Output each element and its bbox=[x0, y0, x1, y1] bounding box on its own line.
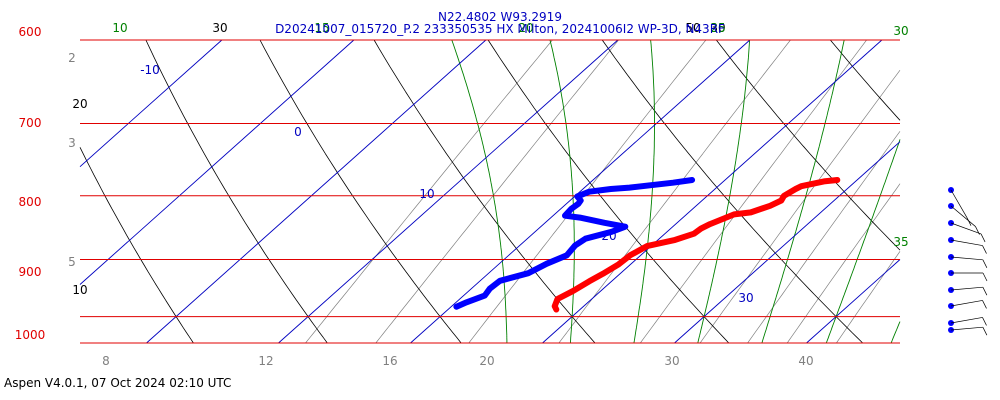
isotherm-line bbox=[146, 39, 487, 344]
sounding-series bbox=[453, 177, 841, 313]
wind-barb-flag bbox=[966, 217, 972, 226]
isotherm-label: 10 bbox=[419, 187, 434, 201]
dry-adiabat-label: 30 bbox=[212, 21, 227, 35]
isotherm-line bbox=[542, 39, 883, 344]
dry-adiabats bbox=[79, 39, 901, 344]
mixing-ratio-label: 30 bbox=[664, 354, 679, 368]
wind-barb-shaft bbox=[950, 286, 983, 291]
moist-adiabat-label: 30 bbox=[893, 24, 908, 38]
isotherm-line bbox=[278, 39, 619, 344]
moist-adiabat-label: 10 bbox=[112, 21, 127, 35]
wind-barb-shaft bbox=[950, 239, 983, 246]
wind-barb-flag bbox=[980, 233, 986, 243]
wind-barb bbox=[950, 326, 988, 336]
moist-adiabat-label: 35 bbox=[893, 235, 908, 249]
wind-barb-flag bbox=[982, 245, 987, 254]
wind-barb bbox=[951, 272, 988, 282]
dry-adiabat-line bbox=[829, 39, 901, 121]
dry-adiabat-label: 30 bbox=[710, 21, 725, 35]
mixing-ratio-label: 40 bbox=[798, 354, 813, 368]
software-version-footer: Aspen V4.0.1, 07 Oct 2024 02:10 UTC bbox=[4, 376, 232, 390]
mixing-ratio-line bbox=[747, 131, 901, 344]
mixing-ratio-label: 12 bbox=[258, 354, 273, 368]
moist-adiabat-line bbox=[825, 139, 901, 344]
wind-barb bbox=[950, 189, 972, 226]
wind-barb bbox=[950, 222, 986, 243]
wind-barb-shaft bbox=[950, 205, 976, 227]
isotherm-line bbox=[806, 259, 901, 344]
wind-barb bbox=[950, 239, 987, 254]
isotherm-label: 0 bbox=[294, 125, 302, 139]
pressure-tick-label: 700 bbox=[19, 116, 42, 130]
isotherm-label: -10 bbox=[140, 63, 160, 77]
wind-barb bbox=[950, 300, 987, 309]
wind-barb-shaft bbox=[950, 317, 983, 324]
moist-adiabat-line bbox=[890, 321, 901, 344]
pressure-tick-label: 600 bbox=[19, 25, 42, 39]
pressure-tick-label: 1000 bbox=[15, 328, 46, 342]
mixing-ratio-line bbox=[836, 251, 901, 344]
moist-adiabat-label: 15 bbox=[314, 21, 329, 35]
moist-adiabat-label: 25 bbox=[710, 21, 725, 35]
temperature-trace bbox=[551, 177, 841, 313]
wind-barb-flag bbox=[982, 272, 988, 282]
dry-adiabat-line bbox=[79, 147, 194, 344]
mixing-ratio-label: 20 bbox=[479, 354, 494, 368]
moist-adiabat-label: 20 bbox=[518, 21, 533, 35]
dry-adiabat-line bbox=[145, 39, 328, 344]
pressure-tick-label: 800 bbox=[19, 195, 42, 209]
moist-adiabat-line bbox=[633, 39, 655, 344]
wind-barb-flag bbox=[982, 287, 988, 296]
wind-barb-shaft bbox=[950, 189, 968, 218]
moist-adiabats bbox=[451, 39, 901, 344]
mixing-ratio-line bbox=[786, 183, 901, 344]
dry-adiabat-label: 50 bbox=[685, 21, 700, 35]
mixing-ratio-label: 8 bbox=[102, 354, 110, 368]
isotherm-label: 30 bbox=[738, 291, 753, 305]
header-coordinates: N22.4802 W93.2919 bbox=[438, 10, 562, 24]
isotherm-line bbox=[674, 141, 901, 344]
wind-barb bbox=[950, 317, 987, 326]
wind-barb bbox=[950, 205, 980, 235]
wind-barbs bbox=[948, 187, 988, 336]
wind-barb-flag bbox=[982, 317, 987, 326]
wind-barb-flag bbox=[982, 327, 988, 336]
axis-labels: 600 700 800 900 1000 -10 0 10 20 30 20 30 10 50 30 10 15… bbox=[15, 21, 909, 368]
wind-barb bbox=[950, 256, 988, 268]
dry-adiabat-label: 10 bbox=[72, 283, 87, 297]
pressure-tick-label: 900 bbox=[19, 265, 42, 279]
header-flight-info: D20241007_015720_P.2 233350535 HX Milton… bbox=[275, 22, 725, 36]
wind-barb-shaft bbox=[950, 222, 982, 235]
mixing-ratio-label: 2 bbox=[68, 51, 76, 65]
dry-adiabat-label: 20 bbox=[72, 97, 87, 111]
isotherm-line bbox=[79, 39, 355, 285]
isotherms bbox=[79, 39, 901, 344]
isobars bbox=[80, 39, 900, 344]
mixing-ratio-line bbox=[699, 69, 901, 344]
mixing-ratio-label: 16 bbox=[382, 354, 397, 368]
wind-barb-shaft bbox=[950, 256, 983, 261]
isotherm-line bbox=[79, 39, 223, 167]
wind-barb bbox=[950, 286, 988, 296]
wind-barb-shaft bbox=[950, 300, 983, 307]
isotherm-line bbox=[410, 39, 751, 344]
dewpoint-trace bbox=[453, 177, 696, 310]
mixing-ratio-label: 3 bbox=[68, 136, 76, 150]
wind-barb-flag bbox=[982, 259, 988, 268]
wind-barb-shaft bbox=[950, 326, 983, 331]
wind-barb-flag bbox=[982, 300, 987, 309]
mixing-ratio-label: 5 bbox=[68, 255, 76, 269]
